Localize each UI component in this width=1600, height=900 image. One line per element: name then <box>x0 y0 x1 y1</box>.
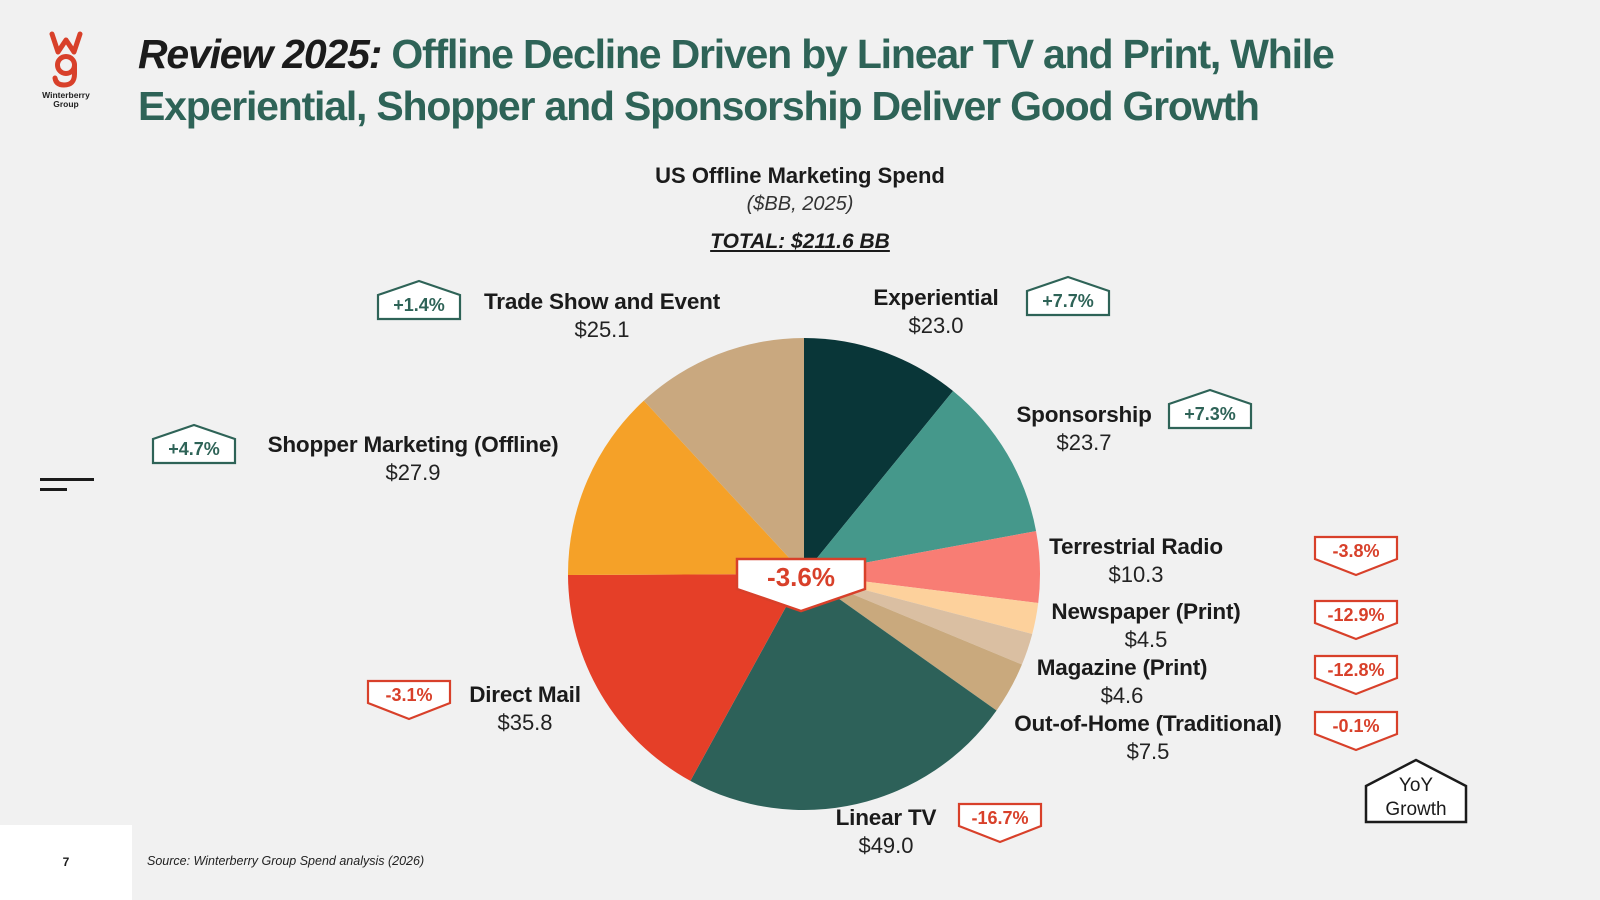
growth-badge-trade-show: +1.4% <box>376 279 462 321</box>
slice-label-out-of-home: Out-of-Home (Traditional) $7.5 <box>1014 710 1282 766</box>
pie-slice-shopper-marketing-offline <box>567 400 804 576</box>
growth-badge-terrestrial-radio: -3.8% <box>1313 535 1399 577</box>
legend-label-line1: YoY <box>1398 775 1434 796</box>
slice-name: Direct Mail <box>469 682 581 707</box>
pie-slice-trade-show-and-event <box>643 338 804 574</box>
growth-badge-value: -0.1% <box>1332 716 1380 736</box>
slice-name: Shopper Marketing (Offline) <box>267 432 559 457</box>
chart-total: TOTAL: $211.6 BB <box>710 230 890 253</box>
slice-value: $23.0 <box>908 313 964 338</box>
arrow-down-badge-icon <box>1313 654 1399 696</box>
pie-slice-sponsorship <box>804 391 1037 574</box>
slice-label-newspaper: Newspaper (Print) $4.5 <box>1051 598 1240 654</box>
growth-badge-magazine: -12.8% <box>1313 654 1399 696</box>
slice-name: Terrestrial Radio <box>1049 534 1223 559</box>
arrow-up-badge-icon <box>1025 275 1111 317</box>
growth-badge-value: +4.7% <box>168 439 220 459</box>
slice-name: Linear TV <box>835 805 937 830</box>
slice-name: Newspaper (Print) <box>1051 599 1241 624</box>
page-title: Review 2025: Offline Decline Driven by L… <box>138 28 1558 132</box>
house-icon <box>1364 758 1468 824</box>
pie-slice-magazine-print <box>804 574 1033 665</box>
overall-growth-badge: -3.6% <box>735 557 867 613</box>
growth-badge-value: +1.4% <box>393 295 445 315</box>
slice-value: $23.7 <box>1056 430 1112 455</box>
pie-slice-experiential <box>804 338 954 574</box>
chart-title: US Offline Marketing Spend <box>655 163 945 188</box>
slice-label-sponsorship: Sponsorship $23.7 <box>1016 401 1152 457</box>
arrow-down-badge-icon <box>957 802 1043 844</box>
brand-name-line1: Winterberry <box>42 90 90 100</box>
growth-badge-value: -16.7% <box>971 808 1029 828</box>
growth-badge-experiential: +7.7% <box>1025 275 1111 317</box>
slice-label-terrestrial-radio: Terrestrial Radio $10.3 <box>1049 533 1223 589</box>
slice-value: $35.8 <box>497 710 553 735</box>
growth-badge-value: +7.3% <box>1184 404 1236 424</box>
page-number-box: 7 <box>0 825 132 900</box>
arrow-up-badge-icon <box>1167 388 1253 430</box>
pie-slice-linear-tv <box>690 574 997 810</box>
arrow-up-badge-icon <box>151 423 237 465</box>
title-lead: Review 2025: <box>138 31 382 77</box>
legend-label-line2: Growth <box>1385 799 1447 820</box>
growth-badge-direct-mail: -3.1% <box>366 679 452 721</box>
slice-label-trade-show: Trade Show and Event $25.1 <box>484 288 720 344</box>
arrow-down-badge-icon <box>1313 535 1399 577</box>
source-note: Source: Winterberry Group Spend analysis… <box>147 854 425 868</box>
brand-name-line2: Group <box>53 99 79 109</box>
slice-value: $27.9 <box>385 460 441 485</box>
growth-badge-linear-tv: -16.7% <box>957 802 1043 844</box>
growth-badge-value: -12.8% <box>1327 660 1385 680</box>
growth-badge-shopper-marketing: +4.7% <box>151 423 237 465</box>
slice-label-linear-tv: Linear TV $49.0 <box>836 804 937 860</box>
growth-badge-out-of-home: -0.1% <box>1313 710 1399 752</box>
slice-name: Trade Show and Event <box>483 289 721 314</box>
pie-slice-direct-mail <box>568 574 804 781</box>
arrow-down-badge-icon <box>366 679 452 721</box>
slice-name: Experiential <box>873 285 999 310</box>
arrow-down-badge-icon <box>1313 710 1399 752</box>
slice-label-shopper-marketing: Shopper Marketing (Offline) $27.9 <box>268 431 559 487</box>
slice-value: $25.1 <box>574 317 630 342</box>
page-number: 7 <box>62 855 70 869</box>
growth-badge-sponsorship: +7.3% <box>1167 388 1253 430</box>
brand-logo: Winterberry Group <box>34 30 98 112</box>
growth-badge-newspaper: -12.9% <box>1313 599 1399 641</box>
growth-badge-value: -12.9% <box>1327 605 1385 625</box>
menu-lines-icon[interactable] <box>40 478 96 494</box>
slice-value: $10.3 <box>1108 562 1164 587</box>
growth-badge-value: -3.1% <box>385 685 433 705</box>
slice-value: $49.0 <box>858 833 914 858</box>
slice-value: $4.5 <box>1124 627 1168 652</box>
slice-name: Magazine (Print) <box>1036 655 1208 680</box>
arrow-up-badge-icon <box>376 279 462 321</box>
chart-subtitle: ($BB, 2025) <box>746 193 854 215</box>
pie-slice-out-of-home-traditional <box>804 574 1022 711</box>
slice-label-direct-mail: Direct Mail $35.8 <box>469 681 581 737</box>
growth-badge-value: +7.7% <box>1042 291 1094 311</box>
slice-label-magazine: Magazine (Print) $4.6 <box>1037 654 1208 710</box>
slice-name: Out-of-Home (Traditional) <box>1014 711 1282 736</box>
overall-growth-value: -3.6% <box>767 562 835 592</box>
title-rest: Offline Decline Driven by Linear TV and … <box>138 31 1335 129</box>
slice-label-experiential: Experiential $23.0 <box>873 284 998 340</box>
arrow-down-badge-icon <box>1313 599 1399 641</box>
growth-badge-value: -3.8% <box>1332 541 1380 561</box>
yoy-growth-legend: YoY Growth <box>1364 758 1468 824</box>
slice-name: Sponsorship <box>1016 402 1152 427</box>
winterberry-logo-icon <box>49 31 83 88</box>
slice-value: $7.5 <box>1126 739 1170 764</box>
slice-value: $4.6 <box>1100 683 1144 708</box>
pie-slice-terrestrial-radio <box>804 531 1041 604</box>
